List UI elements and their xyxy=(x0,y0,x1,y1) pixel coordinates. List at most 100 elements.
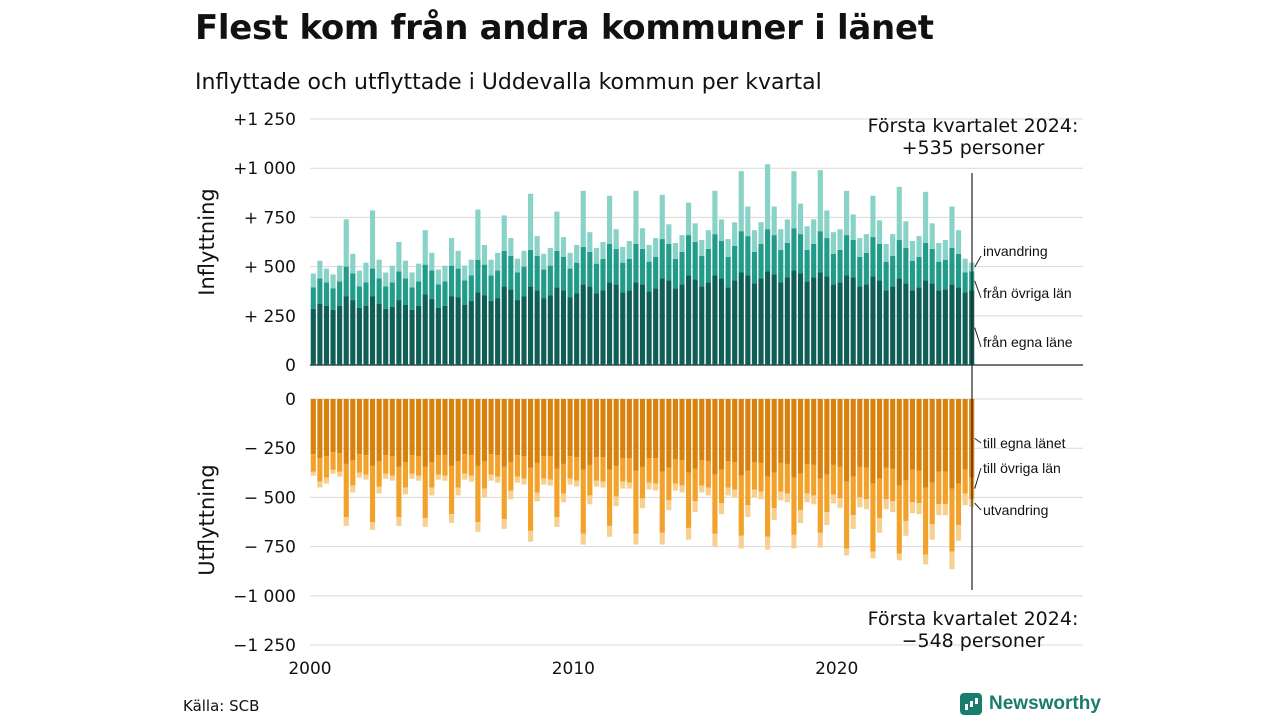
bar-segment xyxy=(481,399,488,461)
bar-segment xyxy=(837,466,843,499)
bar-segment xyxy=(547,399,553,457)
bar-segment xyxy=(620,262,626,293)
bar-segment xyxy=(778,399,784,463)
bar-segment xyxy=(455,268,461,298)
bar-segment xyxy=(890,255,896,287)
bar-segment xyxy=(337,399,343,454)
bar-segment xyxy=(699,485,705,493)
bar-segment xyxy=(560,290,567,365)
bar-segment xyxy=(896,278,902,365)
bar-segment xyxy=(534,236,540,256)
bar-segment xyxy=(804,281,810,365)
bar-segment xyxy=(534,255,540,291)
bar-segment xyxy=(389,456,395,476)
bar-segment xyxy=(587,464,593,496)
bar-segment xyxy=(402,278,409,305)
bar-segment xyxy=(857,238,863,257)
bar-segment xyxy=(646,291,652,365)
bar-segment xyxy=(797,473,804,511)
annotations: Första kvartalet 2024:+535 personerFörst… xyxy=(868,115,1079,652)
bar-segment xyxy=(468,399,474,456)
bar-segment xyxy=(745,470,751,506)
bar-segment xyxy=(653,238,659,257)
bar-segment xyxy=(850,515,856,529)
bar-segment xyxy=(369,268,376,297)
bar-segment xyxy=(679,284,685,365)
bar-segment xyxy=(771,274,777,365)
bar-segment xyxy=(817,272,823,365)
bar-segment xyxy=(639,228,646,249)
bar-segment xyxy=(929,523,935,540)
bar-segment xyxy=(686,275,692,365)
bar-segment xyxy=(409,399,415,456)
bar-segment xyxy=(455,297,461,365)
bar-segment xyxy=(626,482,632,489)
bar-segment xyxy=(653,288,659,365)
bar-segment xyxy=(448,238,455,266)
bar-segment xyxy=(883,399,889,468)
bar-segment xyxy=(330,399,336,453)
bar-segment xyxy=(514,272,520,301)
bar-segment xyxy=(343,219,349,267)
bar-segment xyxy=(811,399,817,465)
series-label: från egna läne xyxy=(983,334,1073,350)
bar-segment xyxy=(870,399,876,484)
bar-segment xyxy=(758,491,764,500)
bar-segment xyxy=(705,230,711,249)
bar-segment xyxy=(751,230,757,252)
leader-line xyxy=(974,255,982,268)
bar-segment xyxy=(758,222,764,244)
bar-segment xyxy=(547,247,553,266)
bar-segment xyxy=(567,456,573,479)
bar-segment xyxy=(903,221,909,248)
bar-segment xyxy=(521,456,527,479)
brand-logo[interactable]: Newsworthy xyxy=(960,693,1101,715)
bar-segment xyxy=(495,455,501,477)
y-axis-title: Inflyttning xyxy=(195,188,219,295)
bar-segment xyxy=(343,266,349,297)
bar-segment xyxy=(567,478,573,485)
bar-segment xyxy=(481,460,488,489)
bar-segment xyxy=(692,279,698,365)
bar-segment xyxy=(923,487,929,555)
bar-segment xyxy=(830,399,837,465)
bar-segment xyxy=(857,256,863,287)
bar-segment xyxy=(409,455,415,474)
bar-segment xyxy=(560,493,567,503)
bar-segment xyxy=(369,296,376,365)
bar-segment xyxy=(942,504,948,516)
bar-segment xyxy=(317,260,323,279)
bar-segment xyxy=(574,457,580,481)
bar-segment xyxy=(580,533,586,545)
bar-segment xyxy=(824,276,830,365)
bar-segment xyxy=(396,242,402,272)
bar-segment xyxy=(705,248,711,283)
bar-segment xyxy=(560,399,567,464)
bar-segment xyxy=(949,247,955,285)
bar-segment xyxy=(863,252,869,285)
bar-segment xyxy=(574,262,580,294)
bar-segment xyxy=(725,460,731,488)
bar-segment xyxy=(468,275,474,302)
bar-segment xyxy=(330,452,336,470)
bar-segment xyxy=(936,504,942,516)
bar-segment xyxy=(488,301,494,365)
bar-segment xyxy=(383,455,389,474)
inflow-bars xyxy=(310,164,975,365)
bar-segment xyxy=(811,495,817,505)
bar-segment xyxy=(666,500,672,511)
bar-segment xyxy=(942,399,948,472)
bar-segment xyxy=(528,249,534,287)
bar-segment xyxy=(554,399,560,469)
bar-segment xyxy=(350,399,356,461)
bar-segment xyxy=(593,247,599,264)
bar-segment xyxy=(416,456,422,476)
bar-segment xyxy=(330,309,336,365)
bar-segment xyxy=(718,219,725,242)
y-tick-label: + 250 xyxy=(244,307,296,327)
bar-segment xyxy=(337,453,343,472)
bar-segment xyxy=(613,248,619,285)
y-tick-label: 0 xyxy=(285,356,296,376)
bar-segment xyxy=(508,238,514,256)
x-tick-label: 2020 xyxy=(815,659,858,679)
